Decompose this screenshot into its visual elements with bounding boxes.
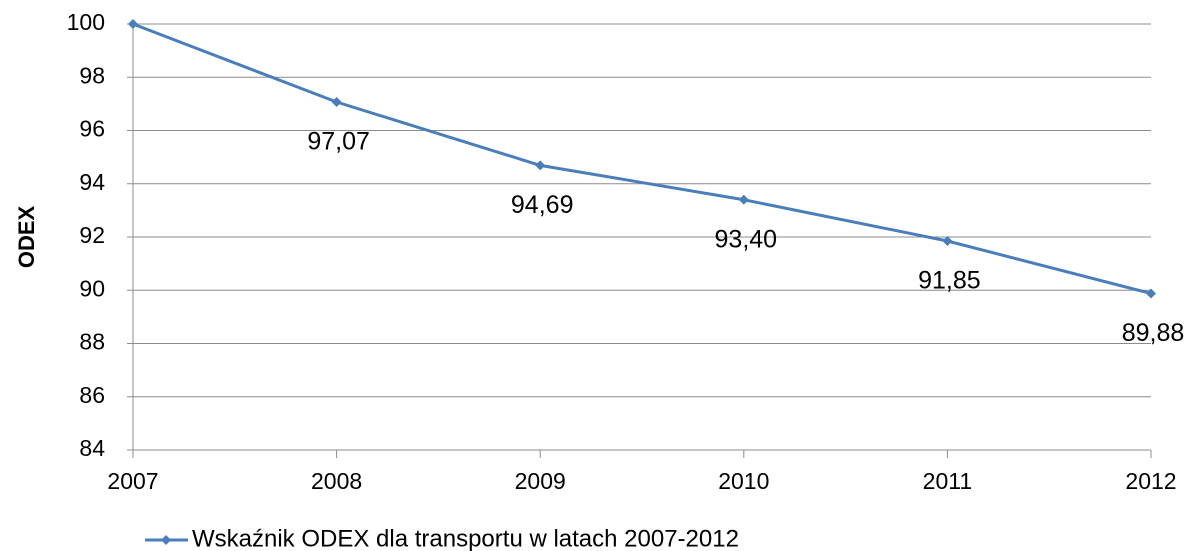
legend-marker (161, 535, 171, 545)
series-line (132, 22, 1152, 295)
y-axis-label: ODEX (14, 206, 39, 269)
y-tick-label: 94 (79, 169, 105, 195)
x-tick-label: 2010 (718, 468, 769, 494)
y-tick-label: 90 (79, 275, 105, 301)
x-tick-label: 2008 (311, 468, 362, 494)
y-tick-label: 88 (79, 329, 105, 355)
point-marker (128, 19, 138, 29)
data-label: 93,40 (715, 225, 778, 253)
x-tick-label: 2012 (1125, 468, 1176, 494)
x-tick-label: 2011 (923, 468, 972, 494)
point-marker (942, 235, 953, 246)
x-tick-label: 2007 (107, 468, 158, 494)
x-tick-label: 2009 (515, 468, 566, 494)
point-marker (738, 194, 749, 205)
data-label: 97,07 (307, 128, 370, 156)
y-tick-label: 96 (79, 116, 105, 142)
y-tick-label: 84 (79, 435, 105, 461)
point-marker (1146, 288, 1156, 299)
y-tick-label: 100 (67, 9, 105, 35)
data-label: 89,88 (1122, 319, 1185, 347)
y-tick-label: 98 (79, 62, 105, 88)
y-tick-label: 86 (79, 382, 105, 408)
y-tick-label: 92 (79, 222, 105, 248)
data-label: 91,85 (918, 267, 981, 295)
point-marker (331, 97, 342, 108)
data-label: 94,69 (511, 191, 574, 219)
legend-label: Wskaźnik ODEX dla transportu w latach 20… (192, 525, 739, 551)
point-marker (535, 160, 546, 171)
